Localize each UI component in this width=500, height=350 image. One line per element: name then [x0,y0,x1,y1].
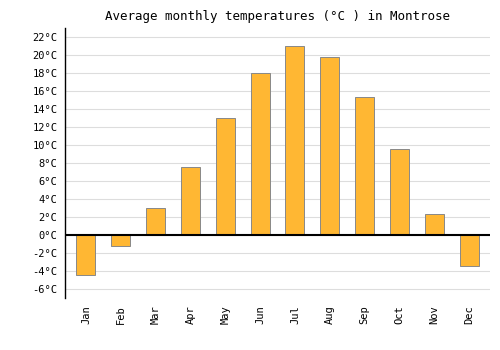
Bar [424,214,444,234]
Bar [111,234,130,246]
Bar [146,208,165,234]
Bar [390,149,409,234]
Bar [250,73,270,234]
Bar [216,118,235,234]
Title: Average monthly temperatures (°C ) in Montrose: Average monthly temperatures (°C ) in Mo… [105,10,450,23]
Bar [76,234,96,275]
Bar [320,57,340,234]
Bar [460,234,478,266]
Bar [355,97,374,235]
Bar [181,167,200,234]
Bar [286,46,304,234]
